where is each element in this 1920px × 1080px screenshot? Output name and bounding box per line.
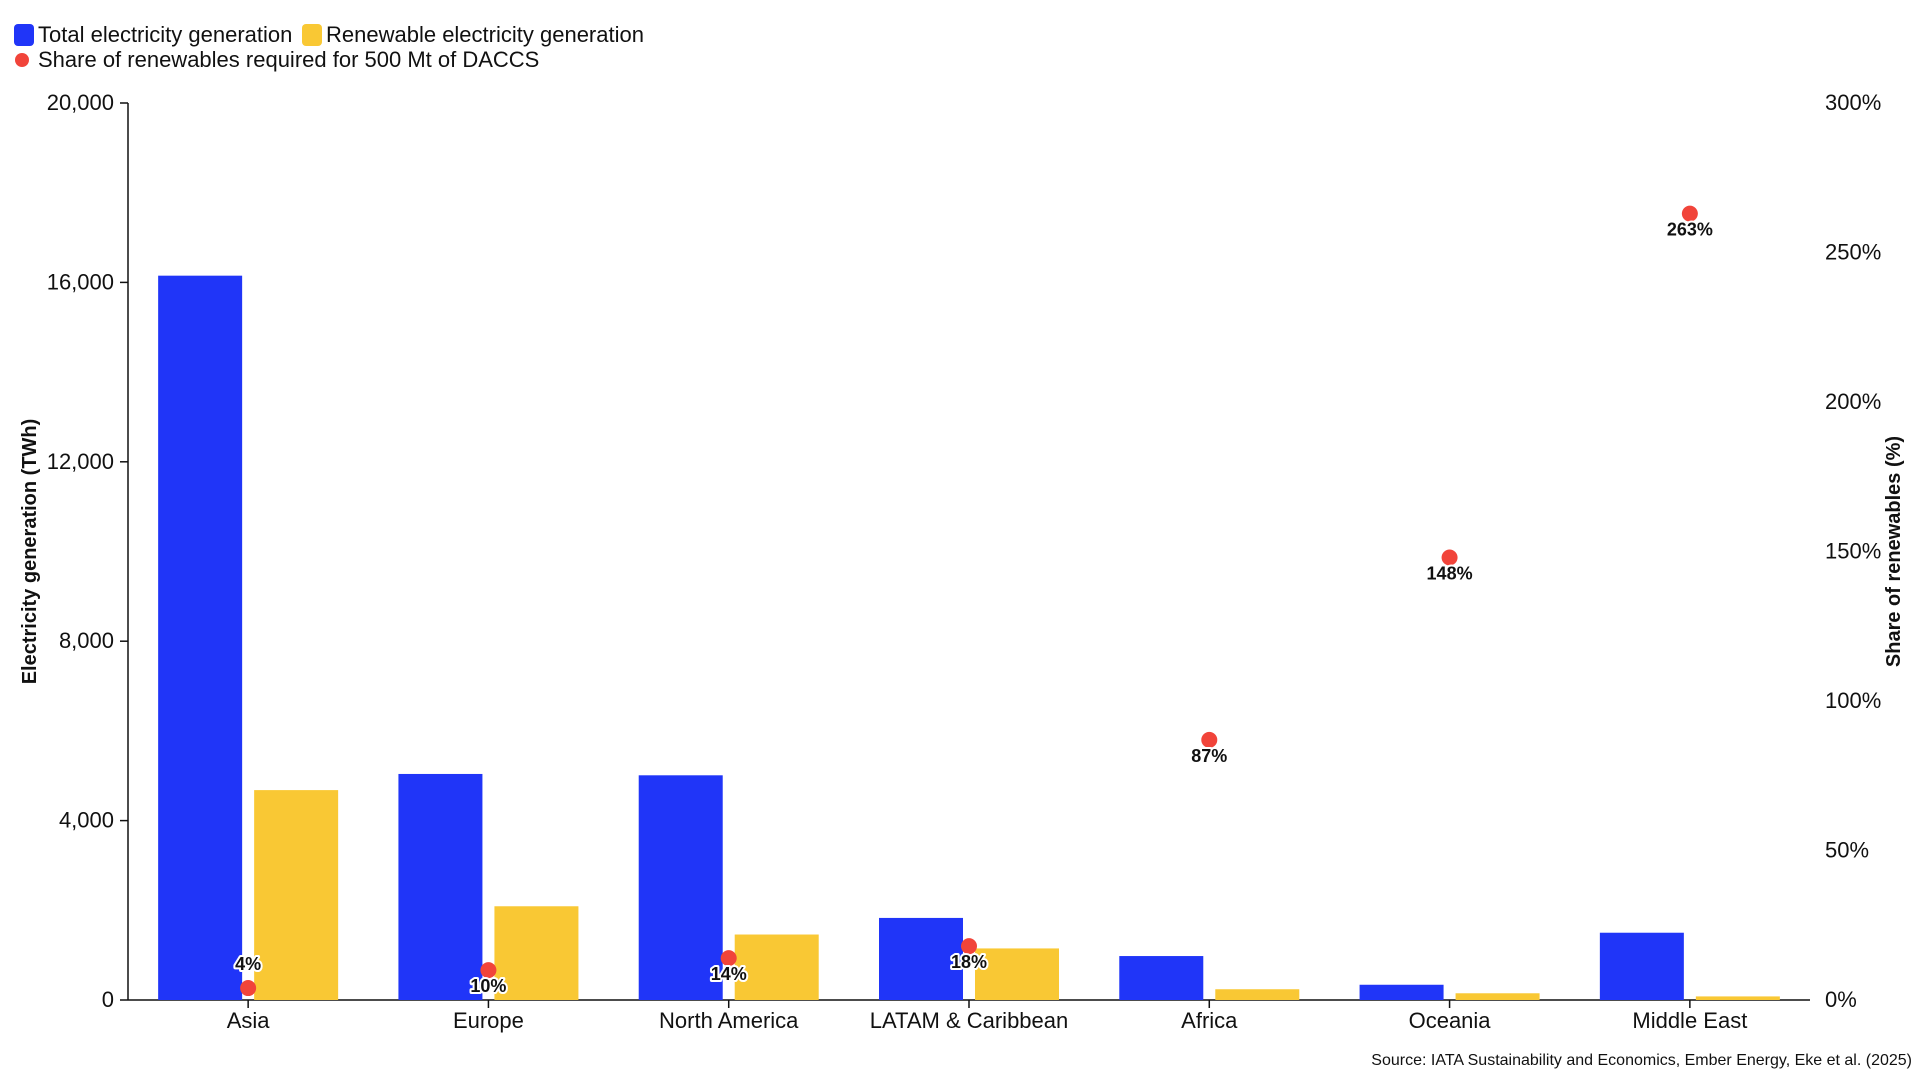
legend-swatch-renewable — [302, 24, 322, 46]
point-share-oceania — [1441, 549, 1458, 566]
bar-renewable-latam-and-caribbean — [975, 948, 1059, 1000]
bar-renewable-middle-east — [1695, 996, 1780, 1000]
bar-renewable-asia — [254, 790, 339, 1000]
x-tick-label-africa: Africa — [1181, 1008, 1238, 1033]
point-share-europe — [480, 962, 497, 979]
source-note: Source: IATA Sustainability and Economic… — [1371, 1052, 1912, 1069]
point-share-north-america — [720, 950, 737, 967]
y2-tick-label: 150% — [1825, 539, 1881, 564]
point-share-middle-east — [1681, 205, 1698, 222]
x-tick-label-europe: Europe — [453, 1008, 524, 1033]
legend-label-renewable: Renewable electricity generation — [326, 22, 644, 47]
legend-swatch-share — [15, 53, 29, 67]
point-share-africa — [1201, 731, 1218, 748]
bar-renewable-north-america — [734, 934, 819, 1000]
bar-total-europe — [398, 773, 483, 1000]
bars — [158, 275, 1780, 1000]
y-axis-title: Electricity generation (TWh) — [19, 419, 41, 685]
bar-total-north-america — [638, 775, 723, 1000]
data-label-share-oceania: 148% — [1427, 563, 1473, 583]
x-tick-label-latam-and-caribbean: LATAM & Caribbean — [870, 1008, 1069, 1033]
data-label-share-middle-east: 263% — [1667, 220, 1713, 240]
y2-tick-label: 300% — [1825, 90, 1881, 115]
data-label-share-asia: 4% — [235, 954, 261, 974]
legend-swatch-total — [14, 24, 34, 46]
bar-total-africa — [1119, 956, 1204, 1000]
legend-label-total: Total electricity generation — [38, 22, 292, 47]
point-share-asia — [240, 980, 257, 997]
y2-axis-title: Share of renewables (%) — [1883, 436, 1905, 667]
data-label-share-africa: 87% — [1191, 746, 1227, 766]
y-tick-label: 12,000 — [47, 449, 114, 474]
y2-tick-label: 0% — [1825, 987, 1857, 1012]
y-tick-label: 8,000 — [59, 628, 114, 653]
y2-tick-label: 250% — [1825, 240, 1881, 265]
data-label-share-europe: 10% — [470, 976, 506, 996]
y-tick-label: 16,000 — [47, 269, 114, 294]
bar-total-oceania — [1359, 984, 1444, 1000]
y-tick-label: 20,000 — [47, 90, 114, 115]
bar-renewable-africa — [1215, 989, 1300, 1000]
axes: 0 4,000 8,000 12,000 16,000 20,000 0% 50% 100% 15… — [19, 90, 1905, 1033]
bar-renewable-oceania — [1455, 993, 1540, 1000]
legend-label-share: Share of renewables required for 500 Mt … — [38, 47, 539, 72]
y2-tick-label: 50% — [1825, 838, 1869, 863]
x-tick-label-asia: Asia — [227, 1008, 271, 1033]
data-label-share-latam-and-caribbean: 18% — [951, 952, 987, 972]
y2-tick-label: 100% — [1825, 688, 1881, 713]
bar-total-latam-and-caribbean — [879, 917, 963, 1000]
x-tick-label-oceania: Oceania — [1409, 1008, 1492, 1033]
x-tick-label-north-america: North America — [659, 1008, 799, 1033]
y-tick-label: 4,000 — [59, 808, 114, 833]
bar-total-asia — [158, 275, 243, 1000]
x-tick-label-middle-east: Middle East — [1632, 1008, 1747, 1033]
legend: Total electricity generation Renewable el… — [14, 22, 644, 72]
bar-renewable-europe — [494, 906, 579, 1000]
data-label-share-north-america: 14% — [711, 964, 747, 984]
bar-total-middle-east — [1599, 932, 1684, 1000]
points: 4% 10% 14% 18% 87% 148% 263% — [233, 205, 1715, 998]
point-share-latam-and-caribbean — [961, 938, 977, 955]
y2-tick-label: 200% — [1825, 389, 1881, 414]
y-tick-label: 0 — [102, 987, 114, 1012]
